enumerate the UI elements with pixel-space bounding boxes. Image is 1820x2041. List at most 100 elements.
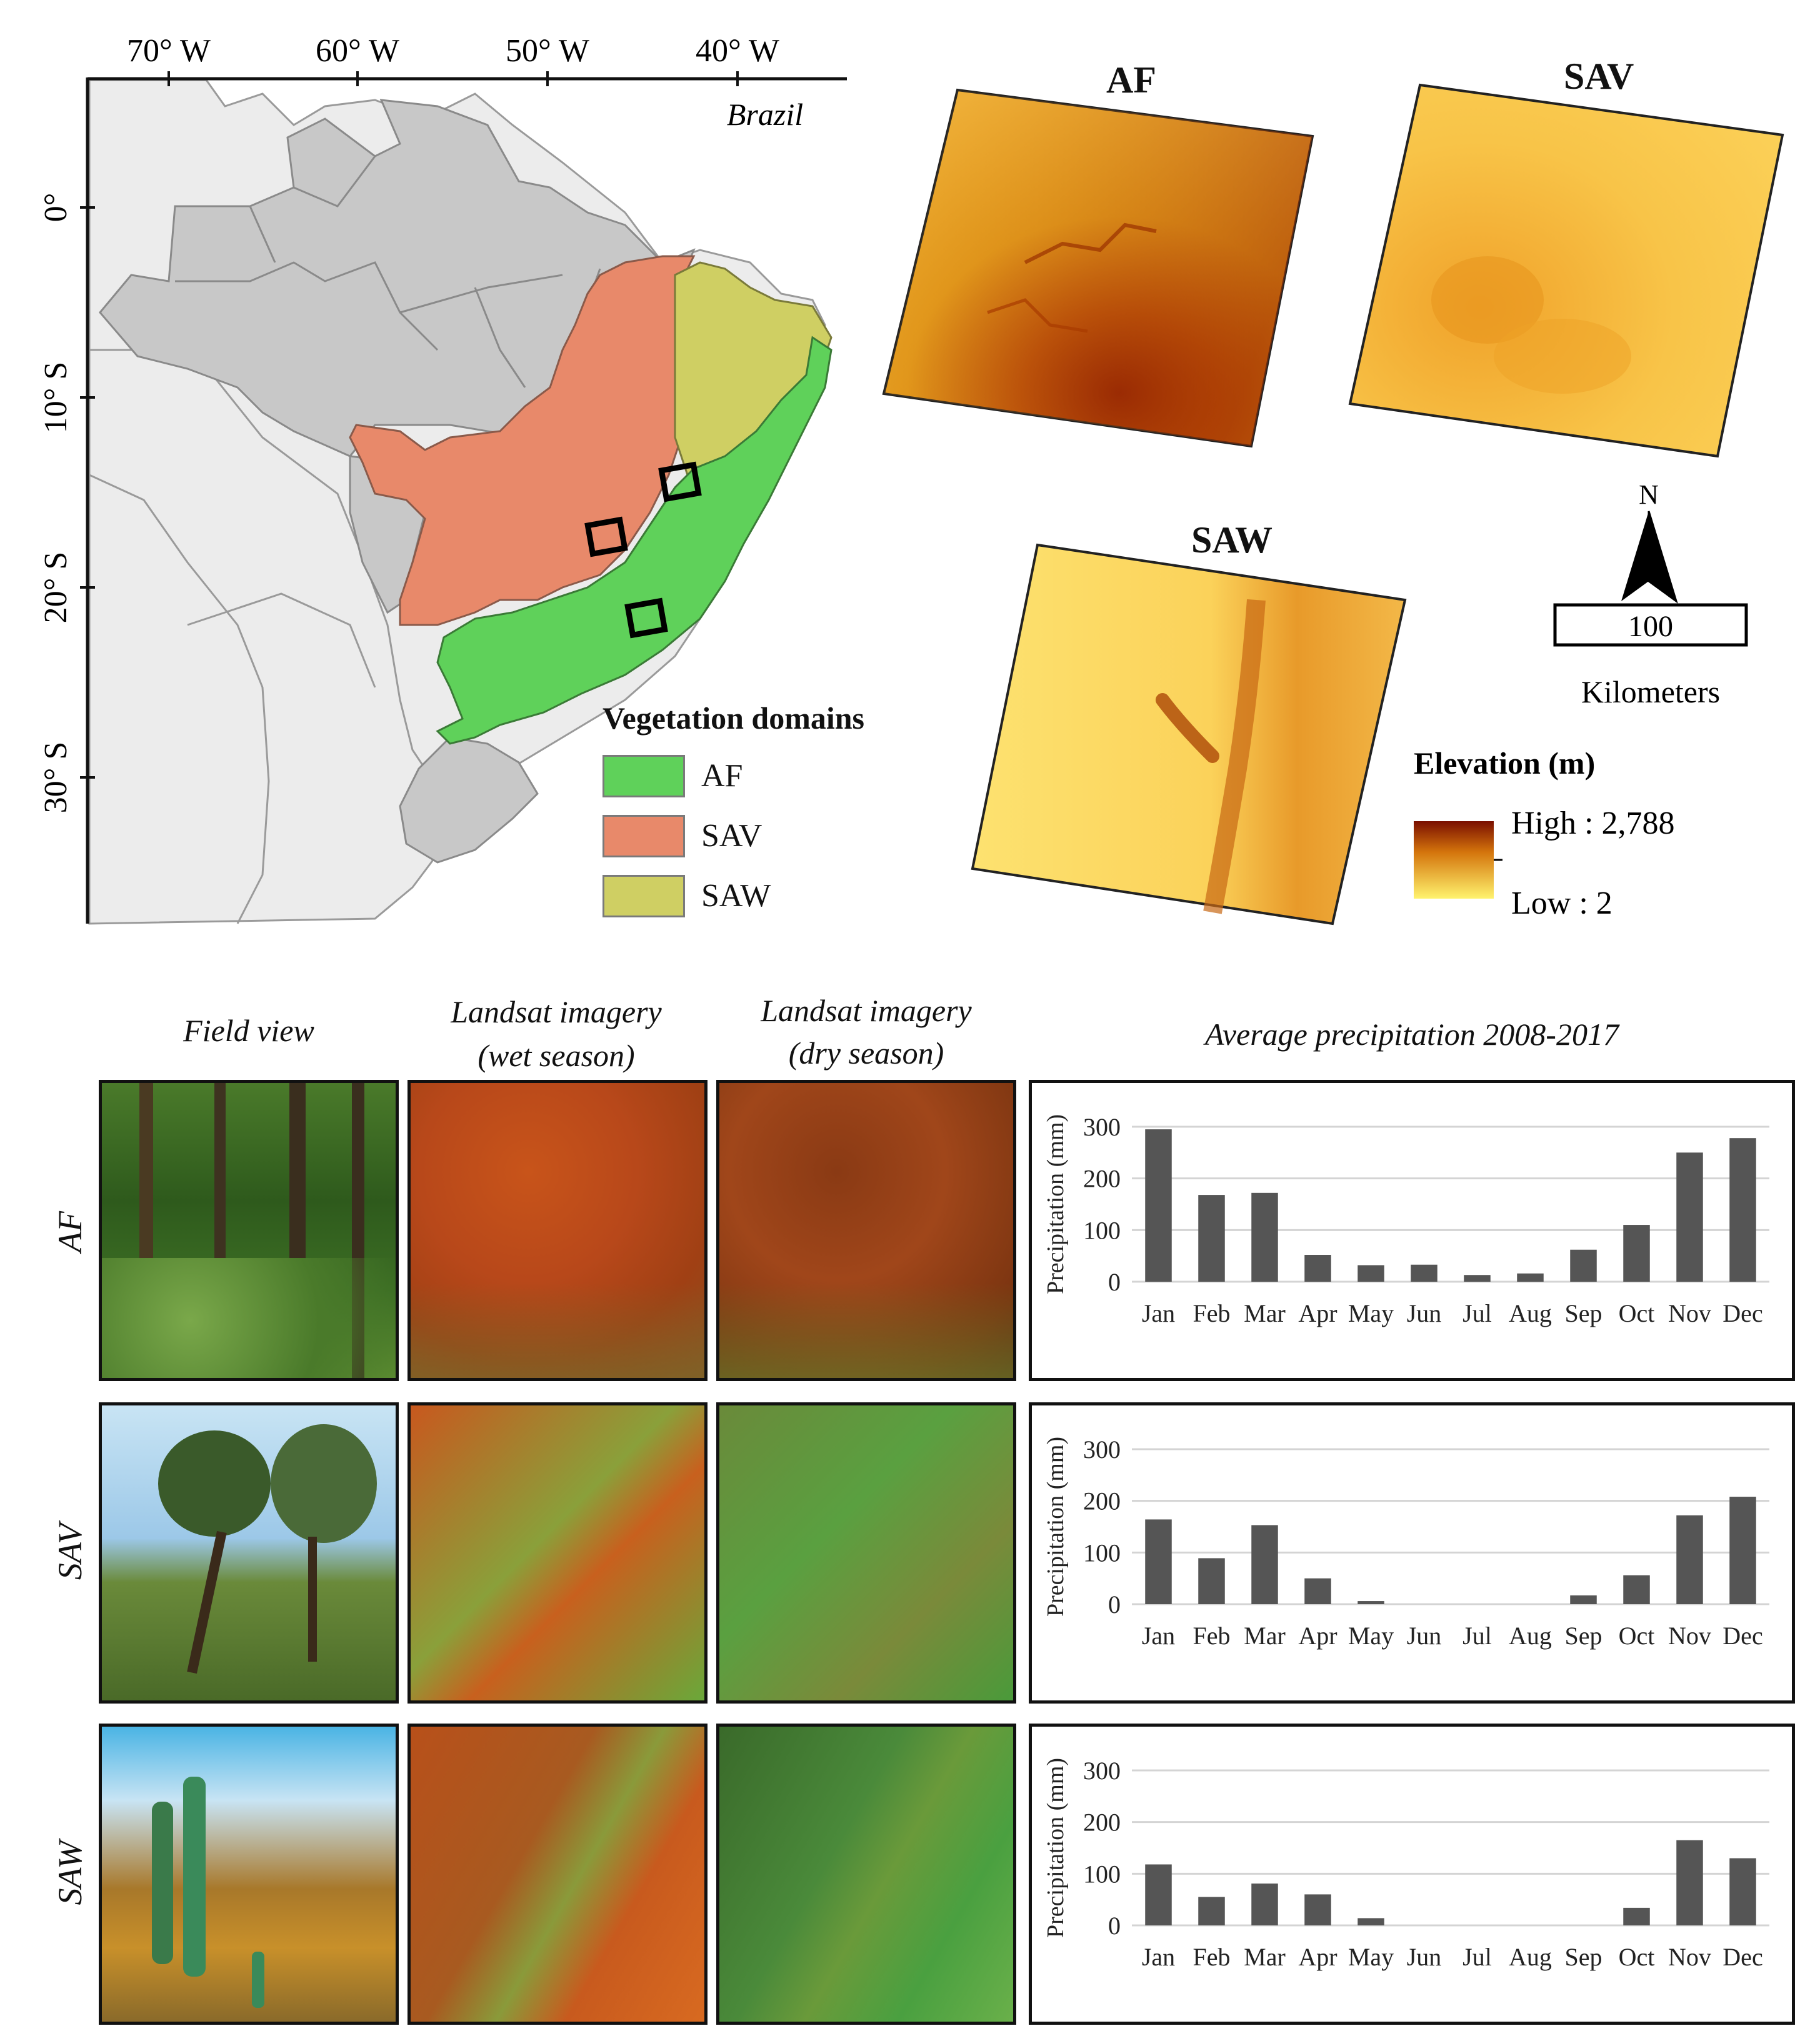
field-photo-af <box>99 1080 399 1381</box>
x-tick-label: Apr <box>1298 1622 1337 1650</box>
x-tick-label: Dec <box>1722 1622 1762 1650</box>
bar-sep <box>1570 1595 1597 1604</box>
bar-jan <box>1145 1864 1172 1925</box>
bar-aug <box>1517 1273 1544 1282</box>
y-tick-label: 0 <box>1108 1912 1121 1940</box>
x-tick-label: Mar <box>1244 1943 1286 1971</box>
x-tick-label: Jul <box>1462 1622 1492 1650</box>
x-tick-label: Aug <box>1509 1943 1552 1971</box>
bar-apr <box>1304 1255 1331 1282</box>
y-axis-label: Precipitation (mm) <box>1042 1114 1069 1294</box>
legend-label-saw: SAW <box>701 878 771 914</box>
x-tick-label: Oct <box>1619 1299 1655 1327</box>
bar-nov <box>1676 1515 1703 1604</box>
header-wet-line2: (wet season) <box>478 1038 635 1073</box>
lat-label: 0° <box>38 193 74 222</box>
elev-high-label: High : 2,788 <box>1511 806 1674 841</box>
bar-nov <box>1676 1840 1703 1925</box>
bar-mar <box>1251 1884 1278 1925</box>
lat-label: 10° S <box>38 362 74 434</box>
y-tick-label: 300 <box>1083 1435 1121 1464</box>
precip-chart-af-frame: 0 100 200 300 Precipitation (mm) Jan Feb Mar Apr… <box>1029 1080 1795 1381</box>
x-tick-label: Sep <box>1565 1622 1602 1650</box>
bar-oct <box>1623 1575 1650 1604</box>
x-tick-label: Apr <box>1298 1943 1337 1971</box>
y-tick-label: 300 <box>1083 1757 1121 1785</box>
y-tick-label: 200 <box>1083 1487 1121 1515</box>
x-tick-label: Mar <box>1244 1299 1286 1327</box>
bar-feb <box>1198 1558 1225 1604</box>
elev-title-sav: SAV <box>1564 56 1634 97</box>
elevation-panel-af <box>882 88 1314 448</box>
landsat-wet-sav <box>408 1402 708 1704</box>
y-axis-label: Precipitation (mm) <box>1042 1437 1069 1617</box>
x-tick-label: May <box>1348 1622 1394 1650</box>
precip-chart-sav-frame: 0 100 200 300 Precipitation (mm) Jan Feb Mar Apr… <box>1029 1402 1795 1704</box>
x-tick-label: Apr <box>1298 1299 1337 1327</box>
brazil-gray-states <box>99 99 696 457</box>
precip-chart-saw-frame: 0 100 200 300 Precipitation (mm) Jan Feb Mar Apr… <box>1029 1724 1795 2025</box>
row-label-af: AF <box>51 1211 89 1252</box>
field-photo-saw <box>99 1724 399 2025</box>
study-box-sav <box>584 516 628 557</box>
veg-legend: AF SAV SAW <box>602 750 902 937</box>
bar-may <box>1358 1265 1384 1282</box>
lon-label: 60° W <box>316 33 399 69</box>
legend-swatch-saw <box>602 875 685 917</box>
row-label-saw: SAW <box>51 1840 89 1905</box>
x-tick-label: Oct <box>1619 1622 1655 1650</box>
x-tick-label: Aug <box>1509 1622 1552 1650</box>
x-tick-label: Nov <box>1668 1943 1711 1971</box>
bar-sep <box>1570 1249 1597 1282</box>
x-tick-label: Feb <box>1193 1299 1231 1327</box>
elev-legend-title: Elevation (m) <box>1414 746 1595 781</box>
scale-bar <box>1553 603 1748 647</box>
legend-swatch-sav <box>602 815 685 857</box>
x-tick-label: Nov <box>1668 1299 1711 1327</box>
bar-apr <box>1304 1578 1331 1604</box>
row-label-sav: SAV <box>51 1523 89 1580</box>
brazil-south-gray <box>399 736 539 864</box>
veg-legend-title: Vegetation domains <box>602 701 865 736</box>
lat-label: 30° S <box>38 742 74 814</box>
x-tick-label: Sep <box>1565 1943 1602 1971</box>
landsat-wet-saw <box>408 1724 708 2025</box>
lon-label: 50° W <box>506 33 589 69</box>
x-tick-label: Jul <box>1462 1943 1492 1971</box>
y-tick-label: 100 <box>1083 1860 1121 1888</box>
bar-oct <box>1623 1225 1650 1282</box>
y-tick-label: 100 <box>1083 1216 1121 1244</box>
lon-label: 70° W <box>127 33 211 69</box>
country-label: Brazil <box>727 97 803 132</box>
lat-label: 20° S <box>38 552 74 624</box>
legend-label-af: AF <box>701 758 743 794</box>
header-precip: Average precipitation 2008-2017 <box>1205 1017 1619 1052</box>
x-tick-label: Sep <box>1565 1299 1602 1327</box>
legend-label-sav: SAV <box>701 818 762 854</box>
x-tick-label: Mar <box>1244 1622 1286 1650</box>
field-photo-sav <box>99 1402 399 1704</box>
legend-swatch-af <box>602 755 685 797</box>
north-arrow <box>1621 511 1678 604</box>
landsat-dry-saw <box>716 1724 1016 2025</box>
y-axis-label: Precipitation (mm) <box>1042 1758 1069 1938</box>
study-box-af <box>624 597 668 639</box>
bar-jan <box>1145 1129 1172 1282</box>
sav-region <box>349 255 696 626</box>
header-dry-line1: Landsat imagery <box>761 993 972 1028</box>
x-tick-label: Jan <box>1142 1943 1175 1971</box>
x-tick-label: Feb <box>1193 1622 1231 1650</box>
landsat-dry-af <box>716 1080 1016 1381</box>
bar-feb <box>1198 1897 1225 1925</box>
bar-dec <box>1729 1138 1756 1282</box>
elev-title-af: AF <box>1106 59 1156 101</box>
y-tick-label: 0 <box>1108 1268 1121 1296</box>
elev-gradient-bar <box>1414 821 1494 899</box>
x-tick-label: Jan <box>1142 1622 1175 1650</box>
header-dry-line2: (dry season) <box>788 1035 944 1070</box>
bar-feb <box>1198 1195 1225 1282</box>
elev-low-label: Low : 2 <box>1511 886 1612 921</box>
precip-chart-sav: 0 100 200 300 Precipitation (mm) Jan Feb Mar Apr… <box>1042 1435 1769 1650</box>
x-tick-label: Jul <box>1462 1299 1492 1327</box>
bar-nov <box>1676 1152 1703 1282</box>
